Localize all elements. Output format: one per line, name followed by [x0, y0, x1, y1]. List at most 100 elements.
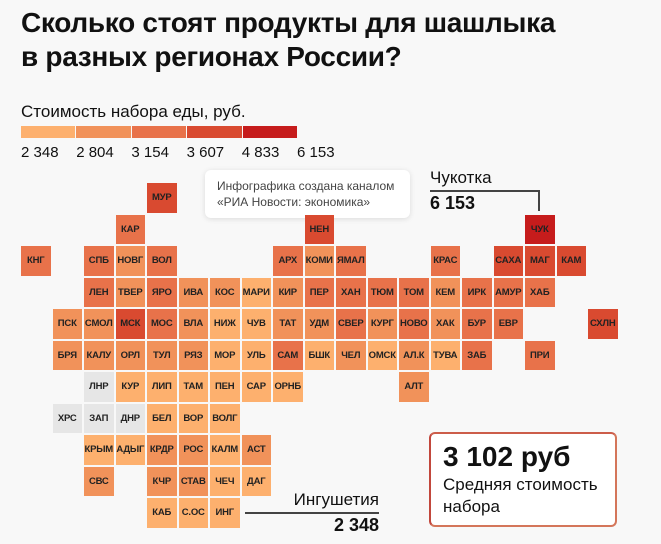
region-tile[interactable]: УДМ: [304, 309, 334, 339]
region-tile[interactable]: ЕВР: [493, 309, 523, 339]
legend-tick-label: 3 154: [131, 144, 169, 161]
region-tile[interactable]: АСТ: [241, 435, 271, 465]
region-tile[interactable]: КОМИ: [304, 246, 334, 276]
region-tile[interactable]: ВОЛГ: [210, 403, 240, 433]
region-tile[interactable]: КАЛМ: [210, 435, 240, 465]
region-tile[interactable]: МАРИ: [241, 277, 271, 307]
region-tile[interactable]: ТУЛ: [147, 340, 177, 370]
region-tile[interactable]: УЛЬ: [241, 340, 271, 370]
region-tile[interactable]: БРЯ: [52, 340, 82, 370]
region-tile[interactable]: КАМ: [556, 246, 586, 276]
legend-tick-label: 6 153: [297, 144, 335, 161]
region-tile[interactable]: ИРК: [462, 277, 492, 307]
region-tile[interactable]: МАГ: [525, 246, 555, 276]
region-tile[interactable]: ТВЕР: [115, 277, 145, 307]
region-tile[interactable]: ИНГ: [210, 498, 240, 528]
region-tile[interactable]: ХАН: [336, 277, 366, 307]
region-tile[interactable]: ИВА: [178, 277, 208, 307]
region-tile[interactable]: АРХ: [273, 246, 303, 276]
region-tile[interactable]: РЯЗ: [178, 340, 208, 370]
region-tile[interactable]: КУРГ: [367, 309, 397, 339]
region-tile[interactable]: ТОМ: [399, 277, 429, 307]
region-tile[interactable]: КАЛУ: [84, 340, 114, 370]
region-tile[interactable]: СХЛН: [588, 309, 618, 339]
legend-tick-label: 2 348: [21, 144, 59, 161]
region-tile[interactable]: МУР: [147, 183, 177, 213]
region-tile[interactable]: СМОЛ: [84, 309, 114, 339]
region-tile[interactable]: ХРС: [52, 403, 82, 433]
region-tile[interactable]: НОВГ: [115, 246, 145, 276]
region-tile[interactable]: КЕМ: [430, 277, 460, 307]
region-tile[interactable]: ОРНБ: [273, 372, 303, 402]
region-tile[interactable]: ВЛА: [178, 309, 208, 339]
region-tile[interactable]: СПБ: [84, 246, 114, 276]
page-title: Сколько стоят продукты для шашлыка в раз…: [21, 6, 555, 74]
source-tooltip: Инфографика создана каналом «РИА Новости…: [205, 170, 410, 218]
region-tile[interactable]: АЛТ: [399, 372, 429, 402]
region-tile[interactable]: ЧУВ: [241, 309, 271, 339]
region-tile[interactable]: КАР: [115, 214, 145, 244]
tooltip-line-2: «РИА Новости: экономика»: [217, 195, 371, 209]
region-tile[interactable]: МСК: [115, 309, 145, 339]
region-tile[interactable]: КРАС: [430, 246, 460, 276]
region-tile[interactable]: ПЕР: [304, 277, 334, 307]
region-tile[interactable]: ДАГ: [241, 466, 271, 496]
region-tile[interactable]: ПСК: [52, 309, 82, 339]
region-tile[interactable]: ВОЛ: [147, 246, 177, 276]
chukotka-callout-line: [430, 190, 539, 192]
region-tile[interactable]: ХАК: [430, 309, 460, 339]
legend-swatch-3: [131, 126, 187, 138]
region-tile[interactable]: СТАВ: [178, 466, 208, 496]
region-tile[interactable]: ДНР: [115, 403, 145, 433]
region-tile[interactable]: САМ: [273, 340, 303, 370]
region-tile[interactable]: ЗАБ: [462, 340, 492, 370]
region-tile[interactable]: МОР: [210, 340, 240, 370]
region-tile[interactable]: ТАТ: [273, 309, 303, 339]
region-tile[interactable]: ЗАП: [84, 403, 114, 433]
region-tile[interactable]: ЧЕЛ: [336, 340, 366, 370]
region-tile[interactable]: БЕЛ: [147, 403, 177, 433]
region-tile[interactable]: ЧЕЧ: [210, 466, 240, 496]
region-tile[interactable]: ЯМАЛ: [336, 246, 366, 276]
region-tile[interactable]: АМУР: [493, 277, 523, 307]
region-tile[interactable]: ТАМ: [178, 372, 208, 402]
region-tile[interactable]: РОС: [178, 435, 208, 465]
region-tile[interactable]: ОМСК: [367, 340, 397, 370]
region-tile[interactable]: СВС: [84, 466, 114, 496]
region-tile[interactable]: КАБ: [147, 498, 177, 528]
region-tile[interactable]: КРЫМ: [84, 435, 114, 465]
region-tile[interactable]: СВЕР: [336, 309, 366, 339]
region-tile[interactable]: ПРИ: [525, 340, 555, 370]
region-tile[interactable]: ЛЕН: [84, 277, 114, 307]
region-tile[interactable]: КРДР: [147, 435, 177, 465]
region-tile[interactable]: КЧР: [147, 466, 177, 496]
region-tile[interactable]: АДЫГ: [115, 435, 145, 465]
region-tile[interactable]: КОС: [210, 277, 240, 307]
region-tile[interactable]: ОРЛ: [115, 340, 145, 370]
region-tile[interactable]: ТЮМ: [367, 277, 397, 307]
average-cost-box: 3 102 руб Средняя стоимость набора: [429, 432, 617, 527]
region-tile[interactable]: ХАБ: [525, 277, 555, 307]
region-tile[interactable]: КНГ: [21, 246, 51, 276]
region-tile[interactable]: НОВО: [399, 309, 429, 339]
average-cost-label-2: набора: [443, 497, 500, 516]
region-tile[interactable]: САР: [241, 372, 271, 402]
region-tile[interactable]: КИР: [273, 277, 303, 307]
region-tile[interactable]: МОС: [147, 309, 177, 339]
region-tile[interactable]: КУР: [115, 372, 145, 402]
region-tile[interactable]: ЯРО: [147, 277, 177, 307]
region-tile[interactable]: ЛНР: [84, 372, 114, 402]
region-tile[interactable]: ВОР: [178, 403, 208, 433]
region-tile[interactable]: ЧУК: [525, 214, 555, 244]
region-tile[interactable]: БУР: [462, 309, 492, 339]
region-tile[interactable]: ТУВА: [430, 340, 460, 370]
legend-swatch-4: [187, 126, 242, 138]
region-tile[interactable]: С.ОС: [178, 498, 208, 528]
region-tile[interactable]: АЛ.К: [399, 340, 429, 370]
region-tile[interactable]: НИЖ: [210, 309, 240, 339]
region-tile[interactable]: БШК: [304, 340, 334, 370]
region-tile[interactable]: САХА: [493, 246, 523, 276]
region-tile[interactable]: ПЕН: [210, 372, 240, 402]
region-tile[interactable]: НЕН: [304, 214, 334, 244]
region-tile[interactable]: ЛИП: [147, 372, 177, 402]
